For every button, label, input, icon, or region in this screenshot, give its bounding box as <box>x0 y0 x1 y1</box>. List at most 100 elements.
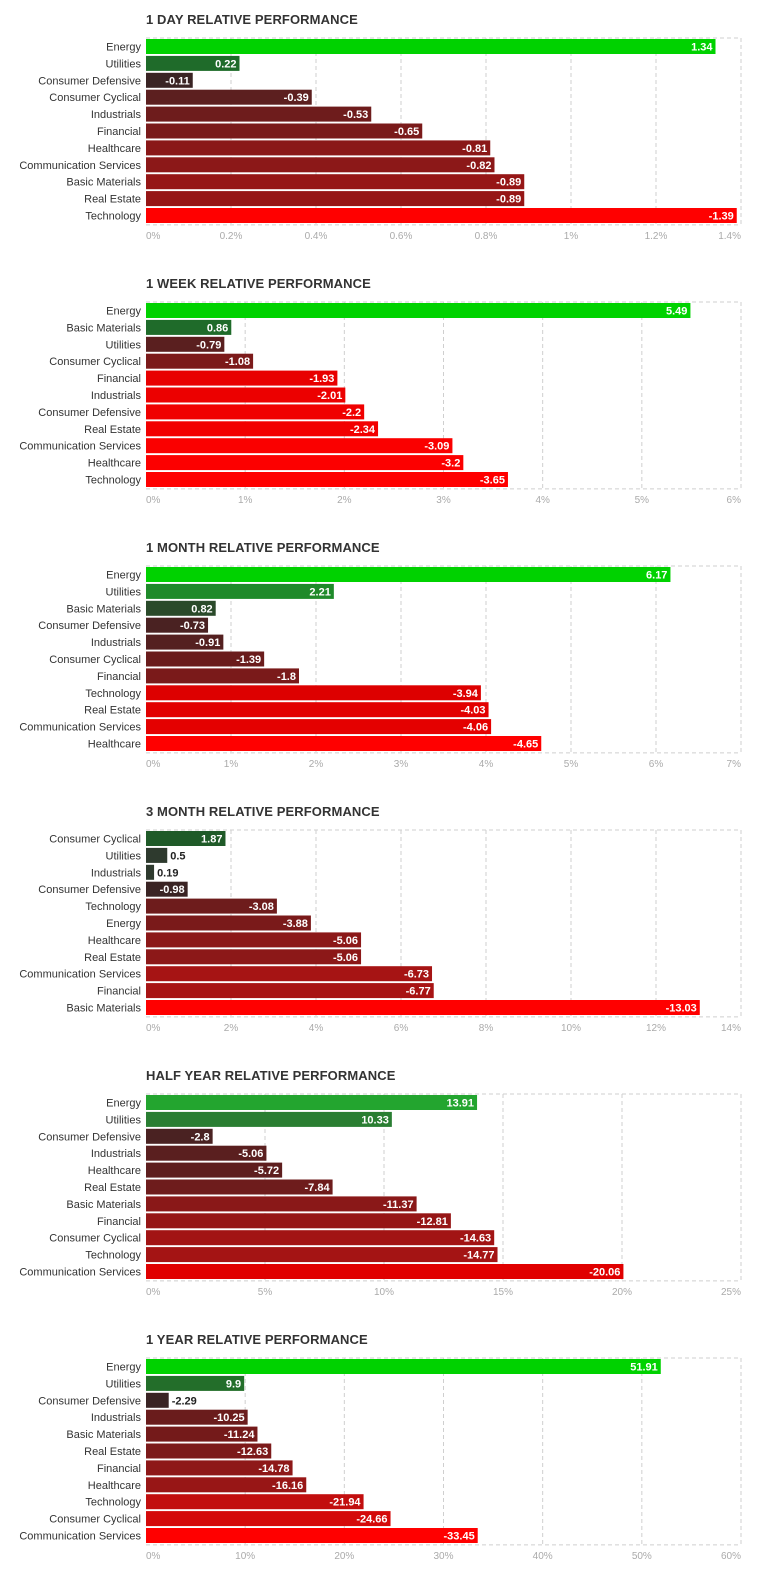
data-label: -2.01 <box>317 390 342 402</box>
category-label: Basic Materials <box>66 1429 141 1441</box>
bar <box>146 668 299 684</box>
bar <box>146 39 716 54</box>
category-label: Real Estate <box>84 1446 141 1458</box>
category-label: Technology <box>85 1250 141 1262</box>
bar <box>146 1375 245 1391</box>
data-label: -3.09 <box>424 441 449 453</box>
data-label: -0.81 <box>462 143 487 155</box>
bar <box>146 1196 417 1212</box>
category-label: Technology <box>85 1497 141 1509</box>
tick-label: 2% <box>224 1023 239 1034</box>
category-label: Industrials <box>91 1148 142 1160</box>
category-label: Financial <box>97 986 141 998</box>
category-label: Basic Materials <box>66 1003 141 1015</box>
bar <box>146 55 240 71</box>
data-label: -0.98 <box>160 884 185 896</box>
category-label: Real Estate <box>84 194 141 206</box>
bar <box>146 1443 272 1459</box>
data-label: -10.25 <box>213 1412 244 1424</box>
chart-title: 1 MONTH RELATIVE PERFORMANCE <box>146 540 380 555</box>
category-label: Basic Materials <box>66 1199 141 1211</box>
tick-label: 4% <box>309 1023 324 1034</box>
category-label: Energy <box>106 42 141 54</box>
chart-1-week: 0% 1% 2% 3% 4% 5% 6% Energy 5.49 Basic Materials 0… <box>19 301 742 506</box>
tick-label: 0% <box>146 495 161 506</box>
chart-title: 1 WEEK RELATIVE PERFORMANCE <box>146 276 371 291</box>
data-label: -14.77 <box>463 1250 494 1262</box>
category-label: Healthcare <box>88 935 141 947</box>
tick-label: 3% <box>436 495 451 506</box>
data-label: 9.9 <box>226 1378 241 1390</box>
bar <box>146 421 379 437</box>
tick-label: 1% <box>224 759 239 770</box>
tick-label: 7% <box>727 759 742 770</box>
bar <box>146 1528 478 1543</box>
bar <box>146 106 372 122</box>
category-label: Industrials <box>91 1412 142 1424</box>
data-label: -2.8 <box>191 1131 210 1143</box>
tick-label: 0% <box>146 1551 161 1562</box>
data-label: -5.72 <box>254 1165 279 1177</box>
chart-1-year: 0% 10% 20% 30% 40% 50% 60% Energy 51.91 Utilities… <box>19 1357 742 1562</box>
tick-label: 20% <box>612 1287 632 1298</box>
category-label: Real Estate <box>84 424 141 436</box>
data-label: -2.34 <box>350 424 376 436</box>
tick-label: 10% <box>561 1023 581 1034</box>
chart-title: 1 DAY RELATIVE PERFORMANCE <box>146 12 358 27</box>
data-label: -0.82 <box>466 160 491 172</box>
bar <box>146 123 423 139</box>
tick-label: 1.2% <box>645 231 668 242</box>
tick-label: 30% <box>433 1551 453 1562</box>
data-label: 2.21 <box>309 586 330 598</box>
tick-label: 50% <box>632 1551 652 1562</box>
category-label: Consumer Cyclical <box>49 834 141 846</box>
data-label: -14.78 <box>258 1463 289 1475</box>
data-label: 10.33 <box>361 1114 389 1126</box>
category-label: Energy <box>106 1098 141 1110</box>
category-label: Basic Materials <box>66 322 141 334</box>
tick-label: 25% <box>721 1287 741 1298</box>
data-label: 51.91 <box>630 1362 658 1374</box>
data-label: -0.39 <box>284 92 309 104</box>
tick-label: 0.8% <box>475 231 498 242</box>
bar <box>146 1494 364 1510</box>
bar <box>146 303 691 318</box>
bar <box>146 915 311 931</box>
data-label: -5.06 <box>333 952 358 964</box>
category-label: Consumer Cyclical <box>49 1233 141 1245</box>
category-label: Healthcare <box>88 143 141 155</box>
tick-label: 20% <box>334 1551 354 1562</box>
category-label: Consumer Defensive <box>38 1395 141 1407</box>
data-label: -33.45 <box>444 1531 475 1543</box>
tick-label: 0.4% <box>305 231 328 242</box>
data-label: -12.63 <box>237 1446 268 1458</box>
tick-label: 6% <box>649 759 664 770</box>
chart-3-month: 0% 2% 4% 6% 8% 10% 12% 14% Consumer Cyclical 1.87… <box>19 829 742 1034</box>
bar <box>146 898 277 914</box>
category-label: Energy <box>106 1362 141 1374</box>
category-label: Financial <box>97 1463 141 1475</box>
data-label: -21.94 <box>329 1497 361 1509</box>
data-label: -6.77 <box>406 986 431 998</box>
tick-label: 5% <box>564 759 579 770</box>
tick-label: 0.6% <box>390 231 413 242</box>
bar <box>146 455 464 471</box>
bar <box>146 831 226 846</box>
category-label: Communication Services <box>19 969 141 981</box>
tick-label: 1% <box>238 495 253 506</box>
tick-label: 40% <box>533 1551 553 1562</box>
category-label: Technology <box>85 475 141 487</box>
data-label: 0.22 <box>215 58 236 70</box>
bar <box>146 864 155 880</box>
bar <box>146 1511 391 1527</box>
chart-1-month: 0% 1% 2% 3% 4% 5% 6% 7% Energy 6.17 Utilities 2.21 B… <box>19 565 742 770</box>
category-label: Energy <box>106 570 141 582</box>
data-label: -6.73 <box>404 969 429 981</box>
category-label: Energy <box>106 306 141 318</box>
bar <box>146 191 525 207</box>
bar <box>146 353 254 369</box>
bar <box>146 387 346 403</box>
data-label: -2.29 <box>172 1395 197 1407</box>
data-label: -0.89 <box>496 177 521 189</box>
